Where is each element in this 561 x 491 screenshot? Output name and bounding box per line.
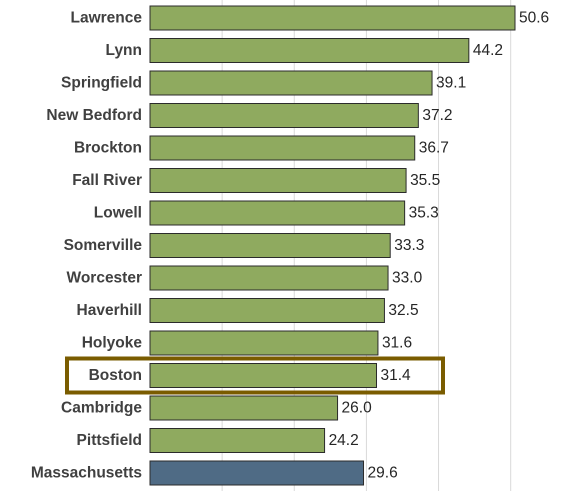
bar-cambridge — [149, 395, 339, 421]
bar-new-bedford — [149, 103, 419, 128]
category-label-worcester: Worcester — [66, 270, 142, 287]
bar-somerville — [149, 233, 391, 258]
value-label-somerville: 33.3 — [394, 237, 424, 254]
category-label-brockton: Brockton — [74, 140, 142, 157]
value-labels: 50.6 44.2 39.1 37.2 36.7 35.5 35.3 33.3 33.0 32.5… — [329, 10, 550, 482]
category-label-lowell: Lowell — [94, 205, 142, 222]
value-label-fall-river: 35.5 — [410, 172, 440, 189]
value-label-holyoke: 31.6 — [382, 335, 412, 352]
category-label-cambridge: Cambridge — [61, 400, 142, 417]
category-labels: Lawrence Lynn Springfield New Bedford Brockt… — [31, 10, 143, 482]
bar-lowell — [149, 200, 406, 226]
category-label-massachusetts: Massachusetts — [31, 465, 142, 482]
value-label-pittsfield: 24.2 — [329, 432, 359, 449]
value-label-haverhill: 32.5 — [388, 302, 418, 319]
bar-lawrence — [149, 5, 516, 31]
bar-worcester — [149, 265, 389, 291]
bar-lynn — [149, 38, 470, 63]
category-label-lawrence: Lawrence — [70, 10, 142, 27]
value-label-cambridge: 26.0 — [342, 400, 373, 417]
category-label-new-bedford: New Bedford — [46, 107, 142, 124]
bar-holyoke — [149, 330, 379, 356]
bars — [149, 5, 516, 486]
bar-springfield — [149, 70, 433, 96]
category-label-fall-river: Fall River — [72, 172, 142, 189]
value-label-brockton: 36.7 — [419, 140, 449, 157]
highlight-layer — [65, 356, 445, 395]
value-label-new-bedford: 37.2 — [422, 107, 452, 124]
value-label-lowell: 35.3 — [409, 205, 439, 222]
category-label-pittsfield: Pittsfield — [77, 432, 142, 449]
bar-brockton — [149, 135, 416, 161]
value-label-massachusetts: 29.6 — [368, 465, 398, 482]
value-label-worcester: 33.0 — [392, 270, 423, 287]
category-label-haverhill: Haverhill — [77, 302, 142, 319]
bar-pittsfield — [149, 428, 326, 453]
value-label-lawrence: 50.6 — [519, 10, 549, 27]
category-label-boston: Boston — [89, 367, 142, 384]
value-label-lynn: 44.2 — [473, 42, 503, 59]
bar-haverhill — [149, 298, 385, 323]
category-label-somerville: Somerville — [64, 237, 143, 254]
value-label-boston: 31.4 — [381, 367, 412, 384]
category-label-holyoke: Holyoke — [82, 335, 143, 352]
bar-massachusetts — [149, 460, 365, 486]
bar-boston — [149, 363, 378, 388]
category-label-springfield: Springfield — [61, 75, 142, 92]
highlight-box-boston — [65, 356, 445, 395]
value-label-springfield: 39.1 — [436, 75, 466, 92]
bar-fall-river — [149, 168, 407, 193]
category-label-lynn: Lynn — [106, 42, 142, 59]
